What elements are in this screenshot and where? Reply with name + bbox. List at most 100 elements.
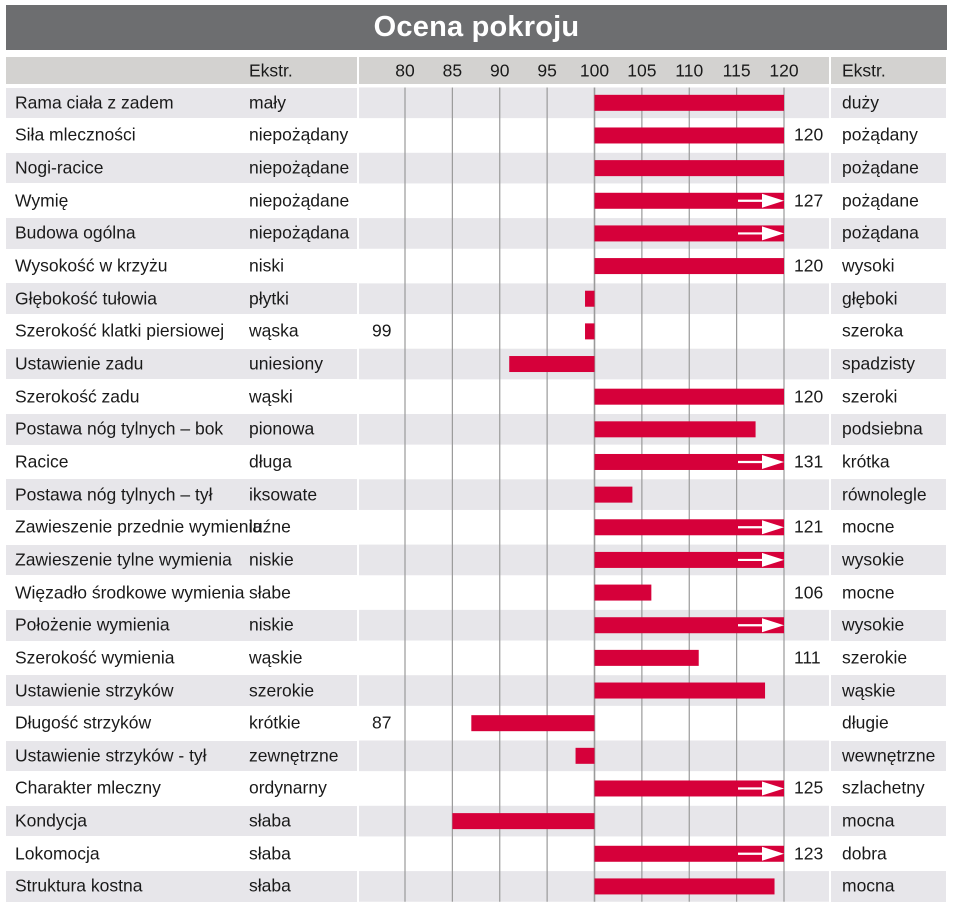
extreme-low-label: niskie [249, 549, 294, 570]
trait-label-cell: Postawa nóg tylnych – bok [6, 414, 240, 445]
trait-label-cell: Racice [6, 447, 240, 478]
extreme-high-label: wąskie [842, 679, 896, 700]
extreme-high-label-cell: mocna [831, 871, 946, 902]
trait-label: Szerokość zadu [15, 385, 140, 406]
extreme-low-label: wąski [249, 385, 293, 406]
value-label: 91 [372, 353, 392, 374]
bar-area-cell: 91 [359, 349, 829, 380]
table-row: Charakter mleczny ordynarny 125 szlachetny [0, 773, 953, 804]
table-row: Ustawienie strzyków szerokie 118 wąskie [0, 675, 953, 706]
value-label: 125 [794, 777, 824, 798]
trait-label: Wymię [15, 190, 69, 210]
trait-label-cell: Zawieszenie tylne wymienia [6, 544, 240, 576]
trait-label: Siła mleczności [15, 124, 136, 145]
table-row: Wymię niepożądane 127 pożądane [0, 185, 953, 216]
table-row: Długość strzyków krótkie 87 długie [0, 708, 953, 739]
extreme-low-label: ordynarny [249, 777, 327, 798]
table-row: Siła mleczności niepożądany 120 pożądany [0, 120, 953, 151]
extreme-low-label-cell: iksowate [240, 479, 357, 510]
bar-area-cell: 121 [359, 512, 829, 543]
extreme-low-label: słaba [249, 810, 291, 831]
extreme-low-label-cell: niepożądane [240, 152, 357, 184]
trait-label: Głębokość tułowia [15, 287, 158, 308]
chart-title: Ocena pokroju [6, 5, 947, 50]
extreme-low-label-cell: mały [240, 87, 357, 119]
x-tick-label: 105 [627, 60, 657, 80]
value-label: 87 [372, 712, 392, 733]
trait-label-cell: Ustawienie strzyków [6, 675, 240, 706]
extreme-high-label: szlachetny [842, 777, 925, 798]
extreme-low-label-cell: wąskie [240, 643, 357, 674]
trait-label: Zawieszenie przednie wymienia [15, 516, 263, 537]
header-scale-cell: 80 85 90 95 100 105 110 115 120 [359, 57, 829, 84]
extreme-low-label-cell: szerokie [240, 675, 357, 706]
extreme-low-label-cell: niskie [240, 544, 357, 576]
extreme-high-label-cell: szerokie [831, 643, 946, 674]
value-label: 120 [794, 92, 824, 113]
x-tick-label: 90 [490, 60, 510, 80]
extreme-high-label: wysoki [842, 255, 895, 276]
x-tick-label: 115 [722, 60, 751, 80]
value-label: 131 [794, 451, 824, 472]
extreme-high-label: szerokie [842, 647, 908, 668]
extreme-high-label: podsiebna [842, 418, 923, 439]
table-row: Kondycja słaba 85 mocna [0, 805, 953, 837]
trait-label: Szerokość klatki piersiowej [15, 320, 225, 341]
table-row: Struktura kostna słaba 119 mocna [0, 871, 953, 902]
extreme-low-label: iksowate [249, 483, 318, 504]
extreme-high-label: krótka [842, 451, 890, 472]
value-label: 120 [794, 255, 824, 276]
extreme-low-label: niepożądany [249, 124, 349, 145]
extreme-low-label: pionowa [249, 418, 315, 439]
value-label: 119 [794, 875, 822, 896]
table-row: Zawieszenie przednie wymienia luźne 121 moc… [0, 512, 953, 543]
value-label: 125 [794, 222, 824, 243]
extreme-high-label-cell: pożądane [831, 152, 946, 184]
trait-label-cell: Postawa nóg tylnych – tył [6, 479, 240, 510]
bar-area-cell: 117 [359, 414, 829, 445]
table-row: Zawieszenie tylne wymienia niskie 136 wysok… [0, 544, 953, 576]
table-row: Więzadło środkowe wymienia słabe 106 mocne [0, 577, 953, 608]
extreme-high-label: głęboki [842, 287, 898, 308]
trait-label-cell: Nogi-racice [6, 152, 240, 184]
trait-label-cell: Zawieszenie przednie wymienia [6, 512, 262, 543]
trait-label-cell: Kondycja [6, 805, 240, 837]
extreme-high-label-cell: szlachetny [831, 773, 946, 804]
extreme-high-label: pożądane [842, 190, 919, 210]
table-row: Szerokość wymienia wąskie 111 szerokie [0, 643, 953, 674]
bar-area-cell: 123 [359, 610, 829, 641]
extreme-low-label-cell: luźne [240, 512, 357, 543]
header-extreme-right: Ekstr. [842, 59, 886, 80]
value-label: 118 [794, 680, 822, 700]
header-extreme-left-cell: Ekstr. [240, 57, 357, 84]
extreme-low-label: niepożądane [249, 190, 350, 210]
x-tick-label: 85 [442, 60, 463, 80]
bar-area-cell: 123 [359, 838, 829, 869]
extreme-high-label-cell: głęboki [831, 283, 946, 315]
extreme-high-label-cell: pożądane [831, 185, 946, 216]
bar-area-cell: 131 [359, 447, 829, 478]
table-row: Budowa ogólna niepożądana 125 pożądana [0, 218, 953, 249]
table-row: Rama ciała z zadem mały 120 duży [0, 87, 953, 119]
header-extreme-right-cell: Ekstr. [831, 57, 946, 84]
extreme-high-label-cell: szeroki [831, 381, 946, 412]
value-label: 121 [794, 516, 824, 537]
extreme-low-label-cell: niepożądane [240, 185, 357, 216]
bar-area-cell: 104 [359, 479, 829, 510]
extreme-low-label: płytki [249, 287, 289, 308]
extreme-high-label-cell: równolegle [831, 479, 946, 510]
trait-label: Długość strzyków [15, 712, 152, 733]
trait-label: Więzadło środkowe wymienia [15, 581, 245, 602]
extreme-low-label: wąska [249, 320, 299, 341]
table-row: Położenie wymienia niskie 123 wysokie [0, 609, 953, 641]
trait-label-cell: Wysokość w krzyżu [6, 251, 240, 282]
extreme-high-label-cell: mocne [831, 512, 946, 543]
extreme-high-label-cell: długie [831, 708, 946, 739]
value-label: 127 [794, 190, 824, 211]
extreme-low-label-cell: słaba [240, 838, 357, 869]
trait-label: Położenie wymienia [15, 614, 170, 635]
extreme-low-label-cell: ordynarny [240, 773, 357, 804]
bar-area-cell: 111 [359, 643, 829, 674]
extreme-low-label-cell: słabe [240, 577, 357, 608]
trait-label-cell: Charakter mleczny [6, 773, 240, 804]
